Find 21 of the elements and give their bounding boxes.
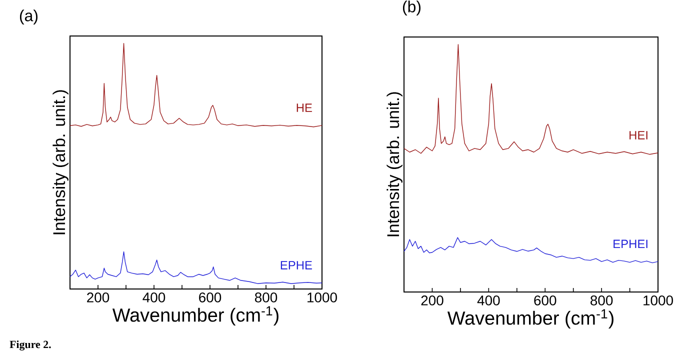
x-axis-title: Wavenumber (cm$^{-1}$) [447,309,614,329]
x-tick-label: 200 [421,296,444,306]
series-label: EPHEI [614,240,648,248]
x-tick-label: 200 [87,292,110,302]
caption: Figure 2. [10,340,51,350]
x-tick-label: 1000 [308,292,337,302]
x-tick-label: 400 [142,292,166,302]
chart-title: (b) [402,0,420,16]
x-tick-label: 400 [477,296,500,306]
series-label: HE [296,104,312,112]
chart-title: (a) [20,10,38,24]
series-label: HEI [630,131,648,140]
x-tick-label: 800 [254,292,278,302]
x-tick-label: 600 [199,292,222,302]
x-tick-label: 800 [590,296,613,306]
x-axis-title: Wavenumber (cm$^{-1}$) [112,306,278,326]
y-axis-title: Intensity (arb. unit.) [386,92,402,236]
x-tick-label: 1000 [644,296,673,306]
series-label: EPHE [280,261,312,270]
y-axis-title: Intensity (arb. unit.) [52,90,68,234]
x-tick-label: 600 [534,296,556,306]
